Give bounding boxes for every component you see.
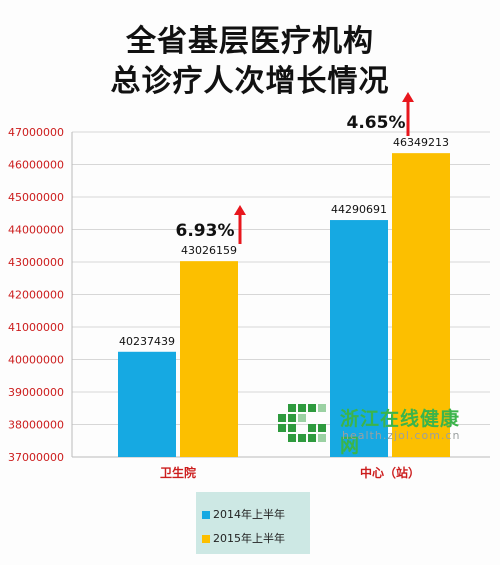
- bar-2015: [392, 153, 450, 457]
- watermark-url: health.zjol.com.cn: [342, 429, 461, 442]
- data-label: 40237439: [119, 335, 175, 348]
- growth-annotation: 4.65%: [347, 113, 406, 133]
- legend-swatch-2015: [202, 535, 210, 543]
- title-line-1: 全省基层医疗机构: [126, 24, 374, 59]
- legend-label-2014: 2014年上半年: [213, 508, 285, 521]
- data-label: 44290691: [331, 203, 387, 216]
- y-tick-label: 45000000: [8, 191, 64, 204]
- bar-2014: [330, 220, 388, 457]
- y-tick-label: 37000000: [8, 451, 64, 464]
- y-tick-label: 39000000: [8, 386, 64, 399]
- watermark-name: 浙江在线健康网: [340, 408, 461, 457]
- legend-item-2015: 2015年上半年: [202, 530, 285, 546]
- y-tick-label: 47000000: [8, 126, 64, 139]
- y-tick-label: 42000000: [8, 289, 64, 302]
- legend-label-2015: 2015年上半年: [213, 532, 285, 545]
- growth-arrow-up-icon: [402, 92, 414, 102]
- growth-annotation: 6.93%: [176, 221, 235, 241]
- bar-2014: [118, 351, 176, 457]
- watermark: 浙江在线健康网 health.zjol.com.cn: [278, 402, 478, 457]
- x-tick-label: 中心（站）: [360, 465, 420, 480]
- legend-swatch-2014: [202, 511, 210, 519]
- growth-arrow-up-icon: [234, 205, 246, 215]
- y-tick-label: 43000000: [8, 256, 64, 269]
- y-tick-label: 44000000: [8, 224, 64, 237]
- legend-item-2014: 2014年上半年: [202, 506, 285, 522]
- watermark-logo-icon: [278, 404, 326, 442]
- chart-title: 全省基层医疗机构 总诊疗人次增长情况: [0, 22, 500, 102]
- title-line-2: 总诊疗人次增长情况: [110, 64, 390, 99]
- legend: 2014年上半年 2015年上半年: [196, 492, 310, 554]
- data-label: 46349213: [393, 136, 449, 149]
- y-tick-label: 46000000: [8, 159, 64, 172]
- x-tick-label: 卫生院: [160, 465, 196, 480]
- y-tick-label: 40000000: [8, 354, 64, 367]
- y-tick-label: 41000000: [8, 321, 64, 334]
- bar-2015: [180, 261, 238, 457]
- y-tick-label: 38000000: [8, 419, 64, 432]
- data-label: 43026159: [181, 244, 237, 257]
